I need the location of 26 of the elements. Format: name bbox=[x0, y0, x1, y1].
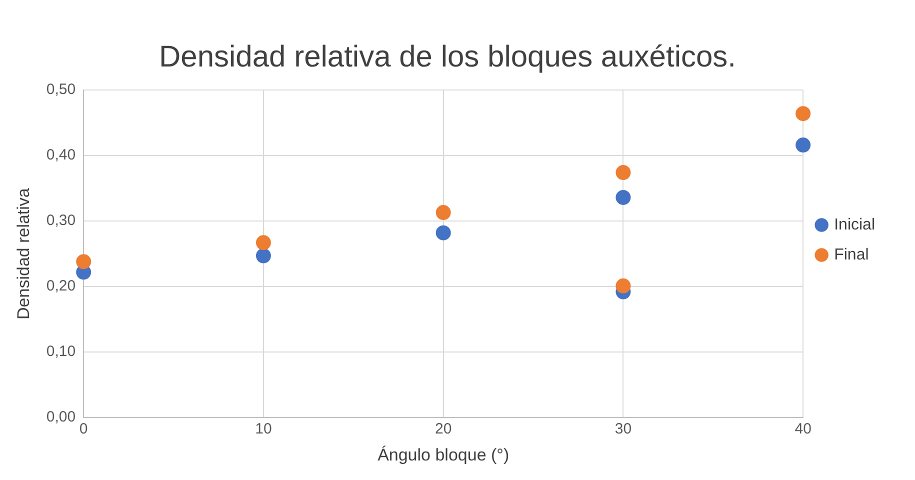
y-tick-label: 0,50 bbox=[46, 81, 76, 98]
point bbox=[616, 190, 631, 205]
y-tick-label: 0,40 bbox=[46, 146, 76, 164]
x-axis-title: Ángulo bloque (°) bbox=[378, 445, 510, 464]
point bbox=[796, 138, 811, 153]
y-tick-label: 0,00 bbox=[46, 408, 76, 426]
point bbox=[436, 205, 451, 220]
point bbox=[256, 248, 271, 264]
point bbox=[616, 278, 631, 294]
x-tick-label: 20 bbox=[435, 420, 452, 438]
legend-label: Final bbox=[834, 246, 869, 264]
x-tick-label: 10 bbox=[255, 420, 272, 438]
point bbox=[76, 254, 92, 270]
y-tick-label: 0,30 bbox=[46, 212, 76, 230]
y-tick-label: 0,20 bbox=[46, 278, 76, 295]
x-tick-label: 0 bbox=[79, 420, 88, 438]
point bbox=[436, 225, 451, 240]
x-tick-label: 30 bbox=[614, 420, 632, 438]
chart-title: Densidad relativa de los bloques auxéticos. bbox=[158, 40, 736, 74]
point bbox=[256, 235, 271, 250]
y-tick-label: 0,10 bbox=[46, 343, 76, 360]
point bbox=[796, 106, 811, 122]
y-axis-title: Densidad relativa bbox=[14, 188, 33, 320]
x-tick-label: 40 bbox=[794, 420, 812, 438]
legend-label: Inicial bbox=[834, 216, 875, 234]
point bbox=[616, 165, 631, 180]
